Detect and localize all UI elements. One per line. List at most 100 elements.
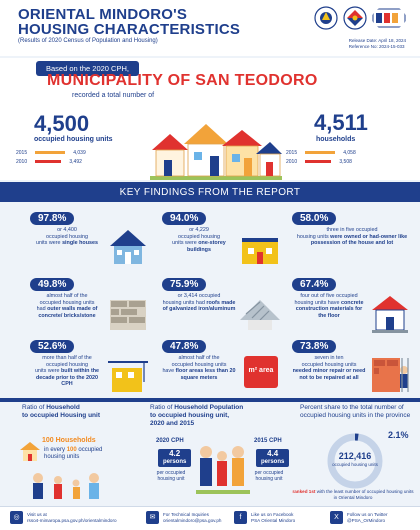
key-findings-title: KEY FINDINGS FROM THE REPORT <box>119 187 301 198</box>
cph2015-unit-word: persons <box>261 459 285 465</box>
subtitle: (Results of 2020 Census of Population an… <box>18 38 158 44</box>
cph2020-unit: per occupied housing unit <box>156 470 186 482</box>
finding-text: seven in ten occupied housing units need… <box>292 355 366 381</box>
housing-bar-2010-fill <box>35 160 61 163</box>
release-info: Release Date: April 18, 2024 Reference N… <box>349 38 406 50</box>
header: ORIENTAL MINDORO'S HOUSING CHARACTERISTI… <box>0 0 420 56</box>
population-ratio-heading: Ratio of Household Population to occupie… <box>150 404 244 427</box>
ranked-note: ranked 1st with the least number of occu… <box>292 489 414 500</box>
household-bar-2010-fill <box>305 160 331 163</box>
percent-share-heading: Percent share to the total number of occ… <box>300 404 411 419</box>
province-label: occupied housing units <box>332 462 378 467</box>
globe-icon: ◎ <box>10 511 23 524</box>
one-storey-building-icon <box>242 238 278 264</box>
municipality-name: MUNICIPALITY OF SAN TEODORO <box>47 72 318 89</box>
based-on-pill: Based on the 2020 CPH, <box>36 61 139 76</box>
finding-card-outer-walls: 49.8% almost half of the occupied housin… <box>30 278 150 344</box>
release-date: Release Date: April 18, 2024 <box>348 38 406 43</box>
finding-card-built-decade: 52.6% more than half of the occupied hou… <box>30 340 150 406</box>
finding-text: four out of five occupied housing units … <box>294 293 364 319</box>
construction-icon <box>108 361 148 392</box>
households-label: households <box>316 136 356 143</box>
bagong-pilipinas-logo-icon <box>343 6 367 30</box>
housing-bar-2015-fill <box>35 151 65 154</box>
brick-wall-icon <box>110 300 146 330</box>
finding-percent: 58.0% <box>292 212 337 225</box>
finding-text: almost half of the occupied housing unit… <box>36 293 98 319</box>
cph2015-value: 4.4 <box>267 449 279 458</box>
finding-text: almost half of the occupied housing unit… <box>162 355 236 381</box>
title-line1: ORIENTAL MINDORO'S <box>18 6 188 23</box>
households-ratio-value: 100 Households <box>42 437 96 444</box>
title-line2: HOUSING CHARACTERISTICS <box>18 21 241 38</box>
finding-text: or 4,229 occupied housing units were one… <box>172 227 226 253</box>
household-bar-2015-fill <box>305 151 335 154</box>
family-illustration-icon <box>33 473 99 499</box>
family-group-icon <box>196 446 250 494</box>
housing-units-value: 4,500 <box>34 111 90 136</box>
household-bar-2010: 2010 3,508 <box>286 158 352 165</box>
households-ratio-sub: in every 100 occupied housing units <box>44 447 103 460</box>
galvanized-roof-icon <box>240 300 280 330</box>
population-ratio-section: Ratio of Household Population to occupie… <box>150 404 290 512</box>
finding-percent: 94.0% <box>162 212 207 225</box>
cph2015-unit: per occupied housing unit <box>254 470 284 482</box>
concrete-house-icon <box>372 296 408 333</box>
households-value: 4,511 <box>314 110 368 135</box>
household-ratio-heading: Ratio of Household to occupied Housing u… <box>22 404 100 419</box>
finding-card-single-houses: 97.8% or 4,400 occupied housing units we… <box>30 212 150 278</box>
finding-card-owned: 58.0% three in five occupied housing uni… <box>292 212 412 278</box>
finding-card-repair: 73.8% seven in ten occupied housing unit… <box>292 340 412 406</box>
finding-card-one-storey: 94.0% or 4,229 occupied housing units we… <box>162 212 282 278</box>
finding-card-floor-area: 47.8% almost half of the occupied housin… <box>162 340 282 406</box>
household-bar-2015: 2015 4,058 <box>286 149 356 156</box>
footer-email[interactable]: ✉ For Technical Inquiries orientalmindoro… <box>146 511 221 524</box>
area-label: m² area <box>248 367 274 374</box>
recorded-text: recorded a total number of <box>72 92 155 99</box>
footer-facebook[interactable]: f Like us on Facebook PSA Oriental Mindor… <box>234 511 295 524</box>
finding-percent: 47.8% <box>162 340 207 353</box>
house-icon <box>20 442 40 461</box>
finding-percent: 97.8% <box>30 212 75 225</box>
x-twitter-icon: X <box>330 511 343 524</box>
census-2020-logo-icon <box>372 8 406 28</box>
province-total: 212,416 <box>338 451 372 461</box>
cph2020-unit-word: persons <box>163 459 187 465</box>
housing-bar-2015: 2015 4,039 <box>16 149 86 156</box>
housing-bar-2010: 2010 3,492 <box>16 158 82 165</box>
floor-area-icon: m² area <box>244 356 278 388</box>
footer-website[interactable]: ◎ Visit us at rsso4-mimaropa.psa.gov.ph/o… <box>10 511 117 524</box>
cph2020-label: 2020 CPH <box>156 438 184 444</box>
cph2015-label: 2015 CPH <box>254 438 282 444</box>
cph2020-value: 4.2 <box>169 449 181 458</box>
finding-percent: 75.9% <box>162 278 207 291</box>
finding-card-roofs: 75.9% or 3,414 occupied housing units ha… <box>162 278 282 344</box>
finding-percent: 52.6% <box>30 340 75 353</box>
finding-card-floor: 67.4% four out of five occupied housing … <box>292 278 412 344</box>
cph2015-box: 4.4 persons <box>256 449 290 467</box>
share-donut-arc <box>327 433 383 489</box>
reference-no: Reference No: 2024-15-033 <box>348 44 405 49</box>
finding-text: three in five occupied housing units wer… <box>296 227 408 247</box>
email-icon: ✉ <box>146 511 159 524</box>
footer-twitter[interactable]: X Follow us on Twitter @PSA_OrMindoro <box>330 511 388 524</box>
finding-text: more than half of the occupied housing u… <box>34 355 100 388</box>
percent-share-section: Percent share to the total number of occ… <box>300 404 412 512</box>
share-donut-chart <box>327 433 383 489</box>
repair-worker-icon <box>372 358 409 392</box>
finding-text: or 3,414 occupied housing units had roof… <box>162 293 236 313</box>
finding-percent: 49.8% <box>30 278 75 291</box>
footer: ◎ Visit us at rsso4-mimaropa.psa.gov.ph/o… <box>0 506 420 530</box>
psa-logo-icon <box>314 6 338 30</box>
facebook-icon: f <box>234 511 247 524</box>
finding-percent: 73.8% <box>292 340 337 353</box>
finding-percent: 67.4% <box>292 278 337 291</box>
cph2020-box: 4.2 persons <box>158 449 192 467</box>
logos <box>314 6 406 30</box>
finding-text: or 4,400 occupied housing units were sin… <box>35 227 99 247</box>
houses-illustration-icon <box>150 124 282 180</box>
key-findings-band: KEY FINDINGS FROM THE REPORT <box>0 182 420 202</box>
single-house-icon <box>110 230 146 264</box>
housing-units-label: occupied housing units <box>34 136 113 143</box>
